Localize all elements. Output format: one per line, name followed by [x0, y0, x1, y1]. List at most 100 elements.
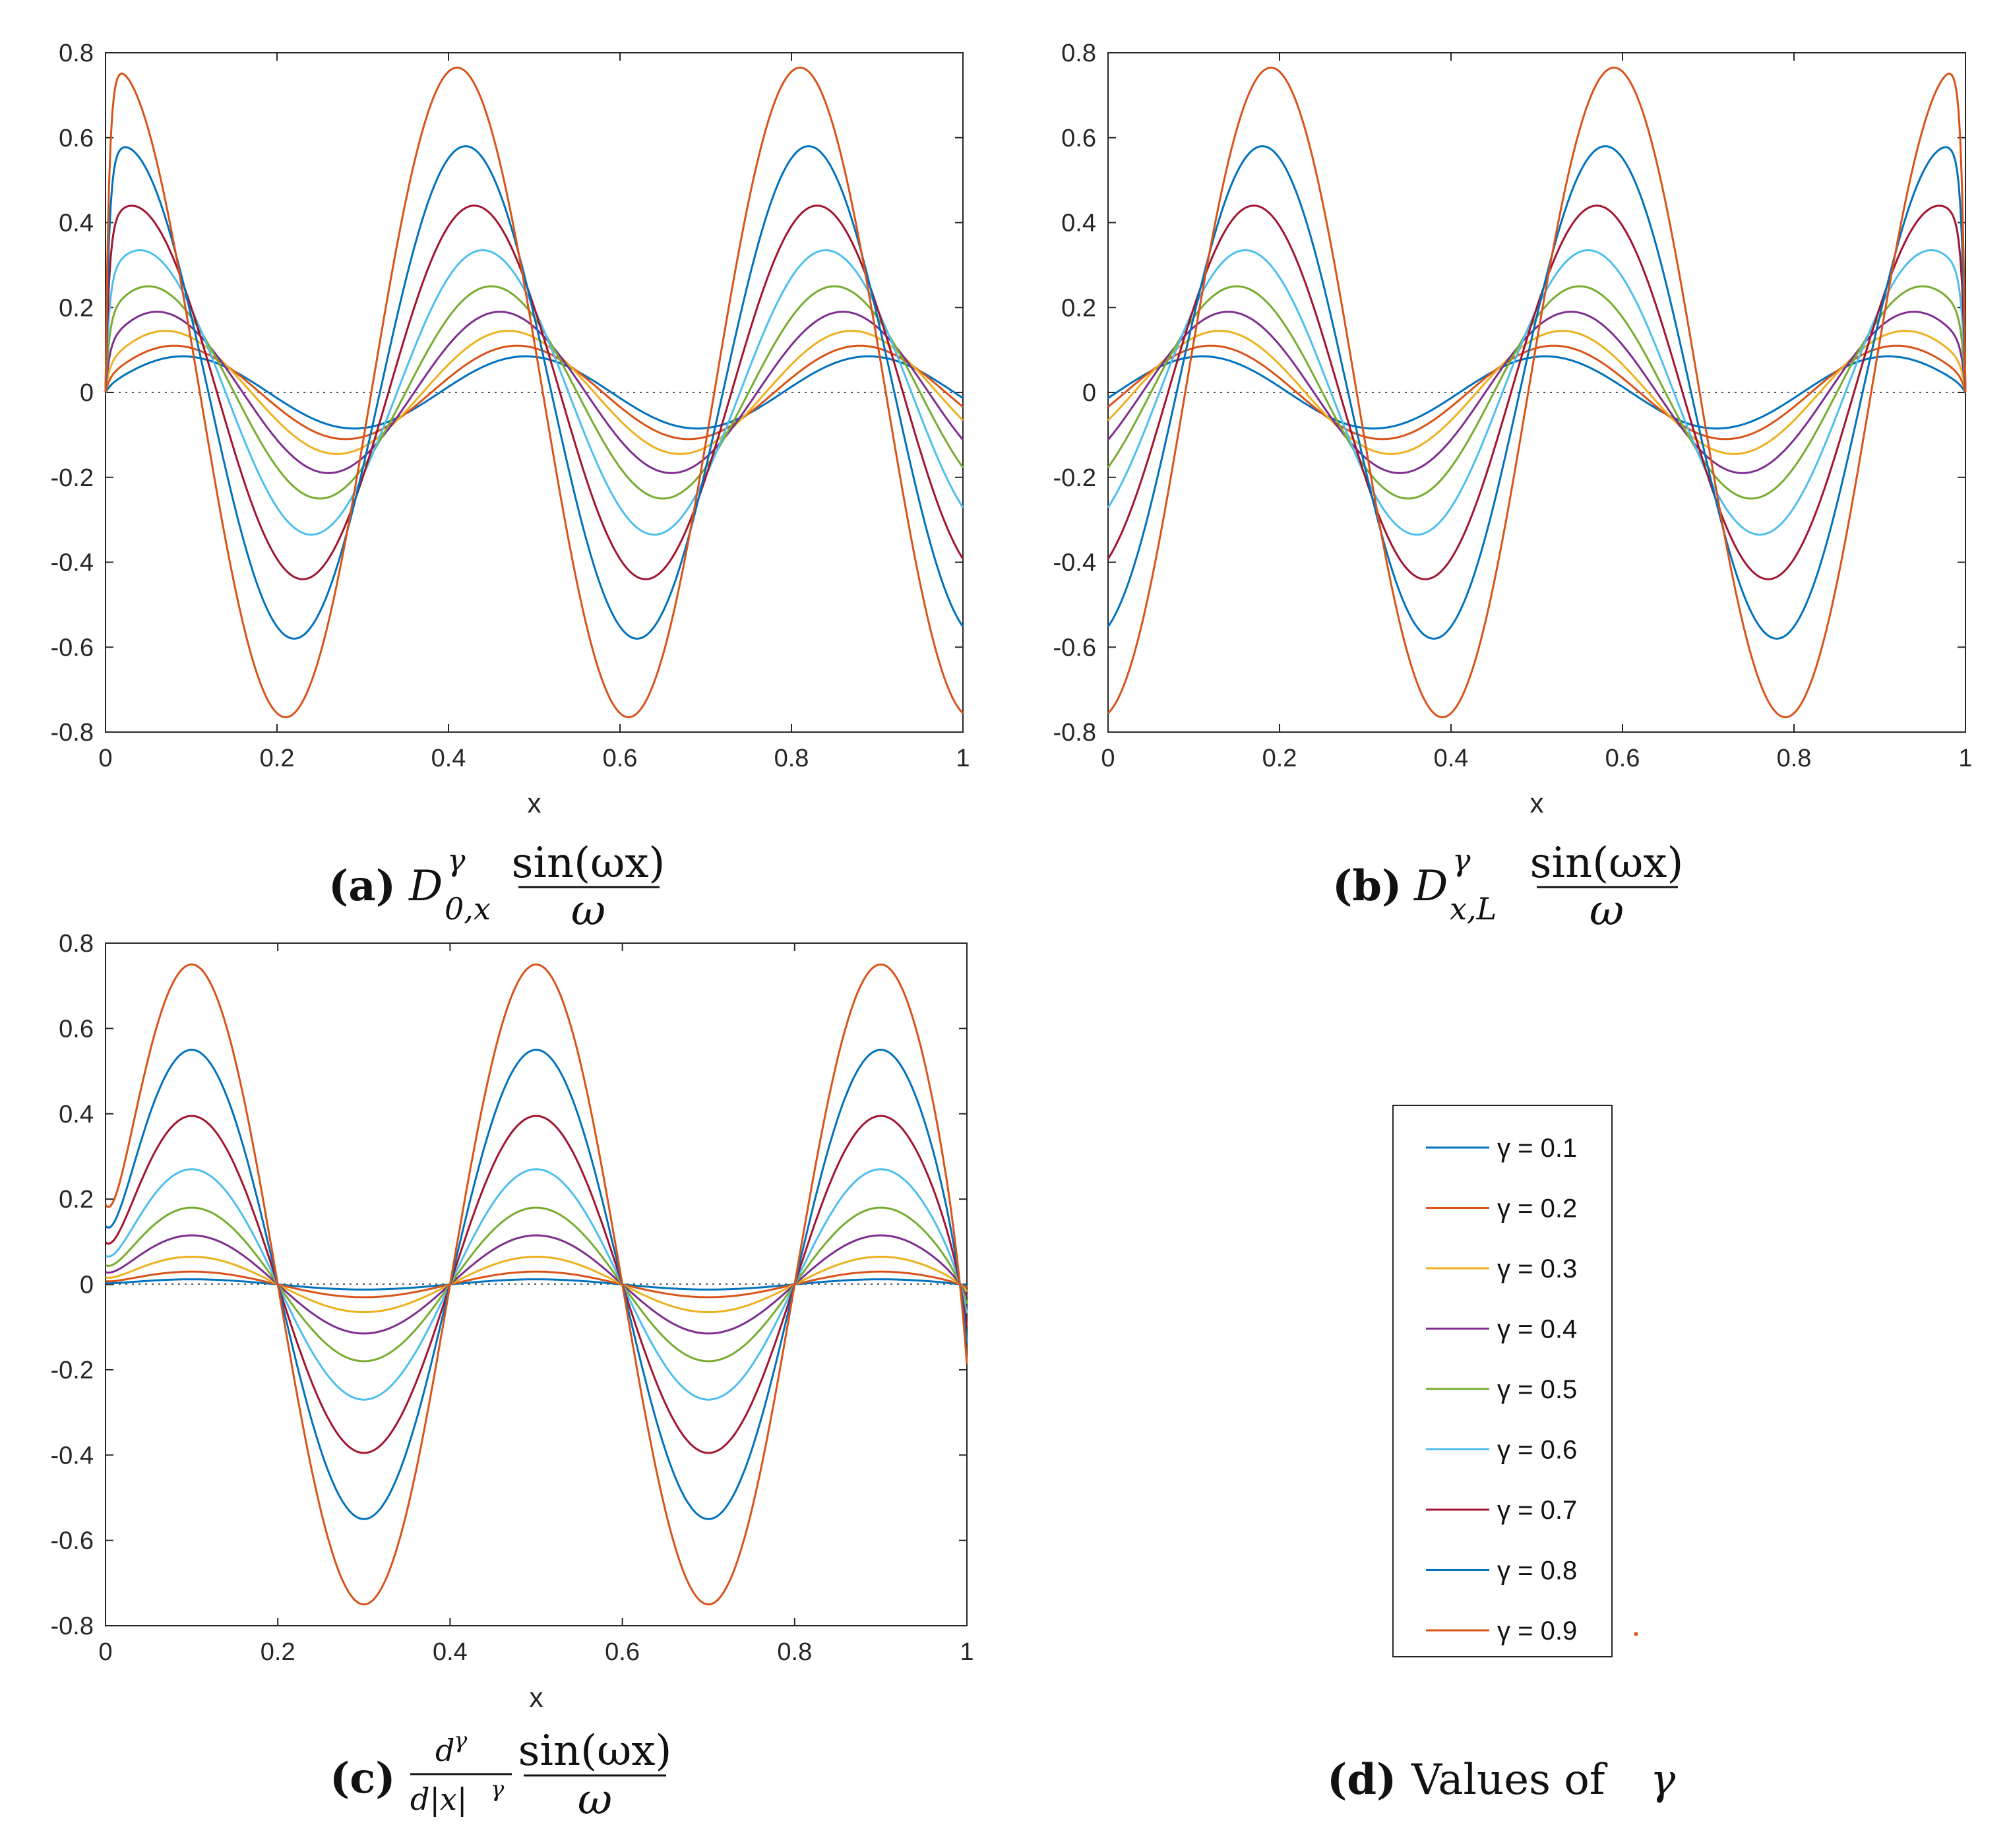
legend-label: γ = 0.1	[1497, 1134, 1577, 1163]
caption-c-label: (c)	[330, 1754, 396, 1803]
series-line-8	[104, 145, 964, 640]
legend-label: γ = 0.4	[1497, 1315, 1577, 1344]
ytick-label: 0.2	[1061, 294, 1096, 322]
xtick-label: 0.8	[774, 745, 809, 772]
series-line-2	[104, 344, 964, 441]
panel-b: 0.8 0.6 0.4 0.2 0 -0.2 -0.4 -0.6 -0.8 0 0.2 0.4 0.6…	[1053, 40, 1973, 818]
ytick-label: 0.4	[59, 210, 94, 237]
xtick-label: 1	[1958, 745, 1972, 772]
legend: γ = 0.1 γ = 0.2 γ = 0.3 γ = 0.4 γ = 0.5 γ = 0…	[1392, 1105, 1638, 1657]
xtick-label: 0	[1101, 745, 1115, 772]
ytick-label: 0.8	[1061, 40, 1096, 67]
legend-label: γ = 0.6	[1497, 1436, 1577, 1465]
panel-a-yticks: 0.8 0.6 0.4 0.2 0 -0.2 -0.4 -0.6 -0.8	[51, 40, 963, 747]
series-line-3	[105, 1256, 968, 1313]
ytick-label: 0.2	[59, 294, 94, 322]
panel-a-curves	[104, 66, 964, 719]
panel-c-xlabel: x	[530, 1682, 543, 1713]
ytick-label: 0.6	[59, 125, 94, 152]
caption-d-symbol: γ	[1650, 1756, 1676, 1804]
xtick-label: 0	[98, 745, 112, 772]
ytick-label: -0.8	[51, 719, 94, 747]
caption-c-num-d: d	[435, 1733, 454, 1768]
xtick-label: 0.8	[1777, 745, 1812, 772]
panel-c: 0.8 0.6 0.4 0.2 0 -0.2 -0.4 -0.6 -0.8 0 0.2 0.4 0.6…	[51, 930, 974, 1713]
legend-label: γ = 0.8	[1497, 1556, 1577, 1586]
caption-c-denominator: ω	[578, 1775, 612, 1824]
series-line-7	[105, 1115, 968, 1454]
caption-a: (a) D γ 0,x sin(ωx) ω	[328, 839, 665, 935]
xtick-label: 0.6	[603, 745, 638, 772]
xtick-label: 0	[98, 1638, 112, 1666]
ytick-label: 0.8	[59, 930, 94, 958]
ytick-label: -0.4	[1053, 549, 1096, 577]
ytick-label: -0.8	[1053, 719, 1096, 747]
series-line-4	[104, 311, 964, 474]
xtick-label: 0.2	[1262, 745, 1297, 772]
series-line-5	[105, 1206, 968, 1363]
ytick-label: -0.6	[1053, 634, 1096, 662]
caption-a-sub: 0,x	[445, 891, 491, 927]
caption-c-num-sup: γ	[454, 1727, 468, 1754]
ytick-label: -0.4	[51, 1442, 94, 1469]
series-line-9	[1107, 66, 1967, 719]
panel-b-yticks: 0.8 0.6 0.4 0.2 0 -0.2 -0.4 -0.6 -0.8	[1053, 40, 1965, 747]
ytick-label: -0.2	[1053, 464, 1096, 492]
ytick-label: 0.2	[59, 1186, 94, 1214]
caption-b-label: (b)	[1332, 861, 1402, 911]
caption-a-operator: D	[408, 862, 443, 911]
xtick-label: 1	[956, 745, 970, 772]
xtick-label: 0.4	[433, 1638, 468, 1666]
xtick-label: 0.4	[1434, 745, 1469, 772]
caption-c-den-d: d|x|	[410, 1781, 467, 1817]
legend-label: γ = 0.3	[1497, 1254, 1577, 1283]
ytick-label: 0	[80, 1272, 94, 1299]
ytick-label: 0	[80, 379, 94, 407]
xtick-label: 0.8	[777, 1638, 812, 1666]
ytick-label: -0.2	[51, 464, 94, 492]
xtick-label: 0.6	[605, 1638, 640, 1666]
xtick-label: 1	[960, 1638, 974, 1666]
ytick-label: 0.6	[1061, 125, 1096, 152]
caption-c-den-sup: γ	[491, 1776, 505, 1802]
ytick-label: -0.6	[51, 634, 94, 662]
series-line-2	[1107, 344, 1967, 441]
series-line-1	[104, 355, 964, 430]
ytick-label: -0.6	[51, 1527, 94, 1555]
panel-a-xticks: 0 0.2 0.4 0.6 0.8 1	[98, 53, 970, 772]
ytick-label: 0	[1082, 379, 1096, 407]
ytick-label: 0.4	[59, 1101, 94, 1128]
series-line-8	[104, 1049, 968, 1520]
caption-b-operator: D	[1413, 862, 1448, 911]
ytick-label: -0.4	[51, 549, 94, 577]
panel-c-yticks: 0.8 0.6 0.4 0.2 0 -0.2 -0.4 -0.6 -0.8	[51, 930, 967, 1640]
panel-a-xlabel: x	[528, 787, 541, 818]
caption-b-denominator: ω	[1590, 886, 1624, 935]
series-line-6	[105, 1168, 968, 1401]
legend-label: γ = 0.5	[1497, 1375, 1577, 1404]
series-line-8	[1107, 145, 1967, 640]
stray-dot	[1634, 1632, 1638, 1636]
ytick-label: 0.6	[59, 1015, 94, 1043]
ytick-label: -0.2	[51, 1357, 94, 1384]
series-line-4	[1107, 311, 1967, 474]
xtick-label: 0.2	[261, 1638, 295, 1666]
legend-label: γ = 0.2	[1497, 1194, 1577, 1223]
caption-b: (b) D γ x,L sin(ωx) ω	[1332, 839, 1683, 935]
caption-a-numerator: sin(ωx)	[512, 839, 665, 888]
panel-b-curves	[1107, 66, 1967, 719]
caption-a-sup: γ	[447, 842, 466, 878]
xtick-label: 0.6	[1605, 745, 1640, 772]
panel-a: 0.8 0.6 0.4 0.2 0 -0.2 -0.4 -0.6 -0.8 0 0.2 0.4 0.6…	[51, 40, 970, 818]
legend-entries: γ = 0.1 γ = 0.2 γ = 0.3 γ = 0.4 γ = 0.5 γ = 0…	[1426, 1134, 1577, 1646]
series-line-7	[104, 204, 964, 580]
xtick-label: 0.4	[431, 745, 466, 772]
caption-b-sup: γ	[1452, 842, 1471, 878]
caption-c: (c) d γ d|x| γ sin(ωx) ω	[330, 1727, 671, 1824]
ytick-label: 0.8	[59, 40, 94, 67]
xtick-label: 0.2	[260, 745, 295, 772]
ytick-label: 0.4	[1061, 210, 1096, 237]
series-line-2	[105, 1270, 968, 1299]
caption-b-sub: x,L	[1450, 891, 1497, 927]
